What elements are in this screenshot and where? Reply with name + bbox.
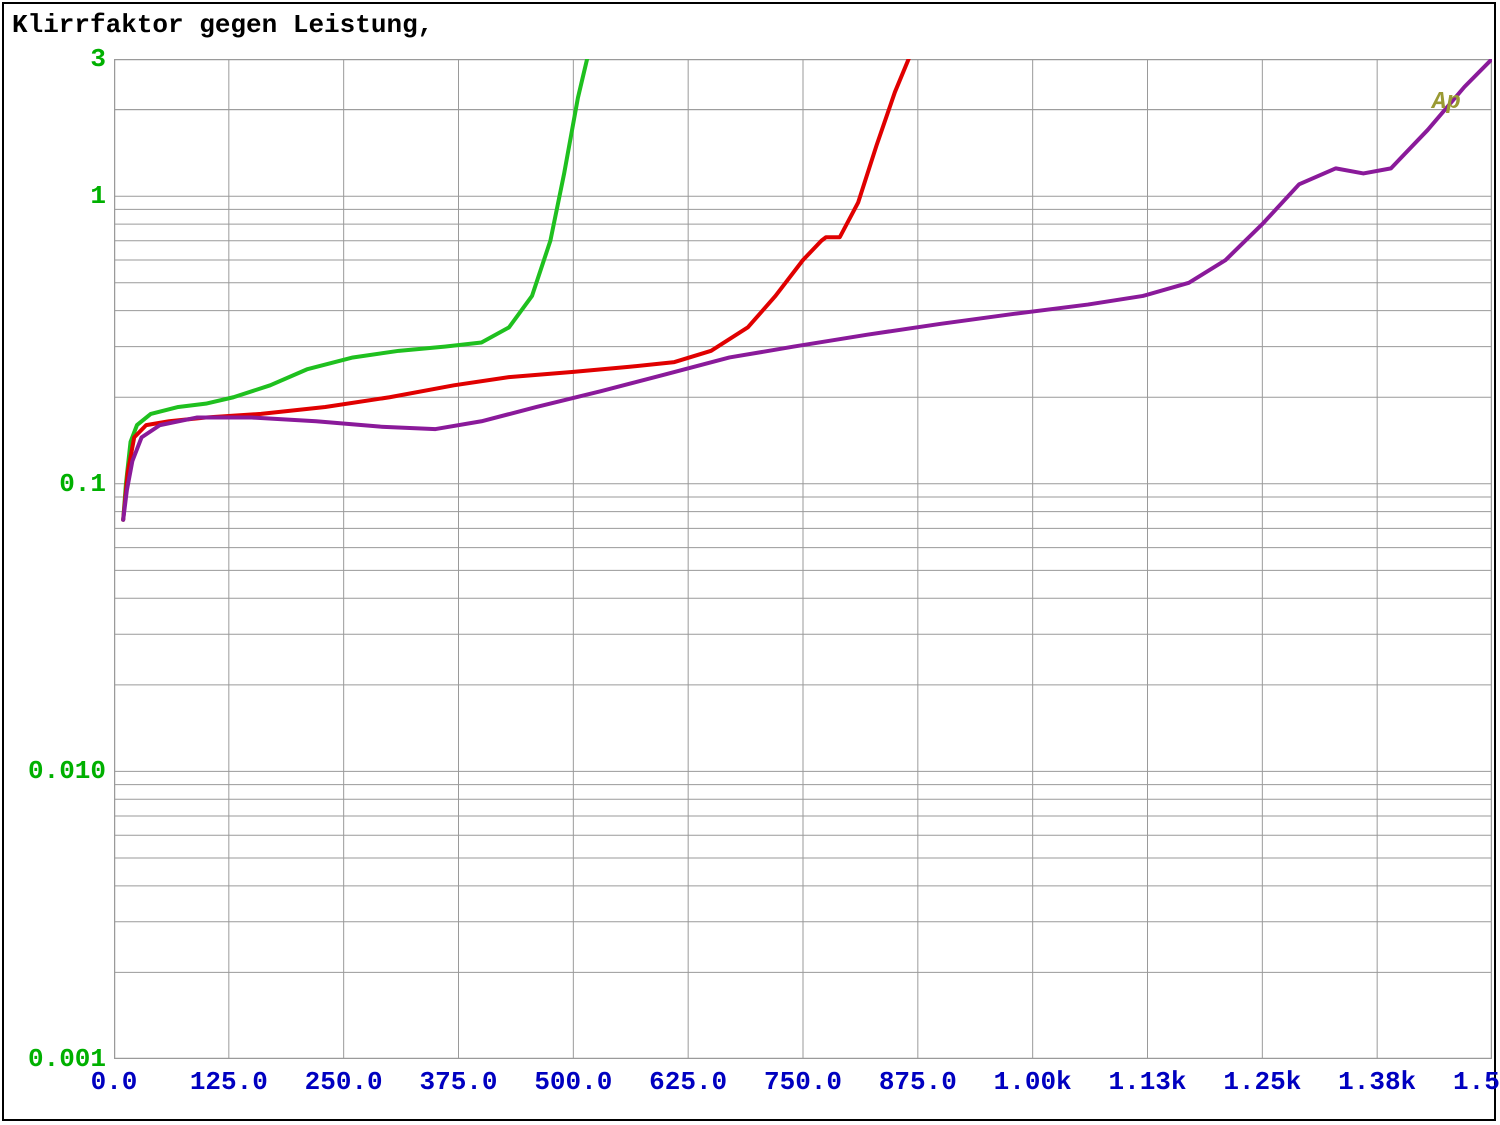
x-tick-label: 875.0: [879, 1067, 957, 1097]
x-tick-label: 250.0: [305, 1067, 383, 1097]
chart-frame: Klirrfaktor gegen Leistung, Ap 0.0010.01…: [2, 2, 1496, 1121]
chart-svg: [114, 59, 1492, 1059]
series-purple: [123, 59, 1492, 520]
x-tick-label: 375.0: [419, 1067, 497, 1097]
x-tick-label: 1.50k: [1453, 1067, 1500, 1097]
y-tick-label: 3: [4, 44, 106, 74]
x-tick-label: 1.25k: [1223, 1067, 1301, 1097]
x-tick-label: 625.0: [649, 1067, 727, 1097]
x-tick-label: 500.0: [534, 1067, 612, 1097]
x-tick-label: 1.13k: [1108, 1067, 1186, 1097]
x-tick-label: 125.0: [190, 1067, 268, 1097]
chart-title: Klirrfaktor gegen Leistung,: [12, 10, 433, 40]
x-tick-label: 0.0: [91, 1067, 138, 1097]
x-tick-label: 750.0: [764, 1067, 842, 1097]
y-tick-label: 1: [4, 181, 106, 211]
y-tick-label: 0.010: [4, 756, 106, 786]
watermark-text: Ap: [1432, 89, 1461, 116]
chart-plot-area: [114, 59, 1492, 1059]
series-green: [123, 59, 587, 520]
x-tick-label: 1.38k: [1338, 1067, 1416, 1097]
x-tick-label: 1.00k: [994, 1067, 1072, 1097]
series-red: [123, 59, 908, 520]
y-tick-label: 0.1: [4, 469, 106, 499]
